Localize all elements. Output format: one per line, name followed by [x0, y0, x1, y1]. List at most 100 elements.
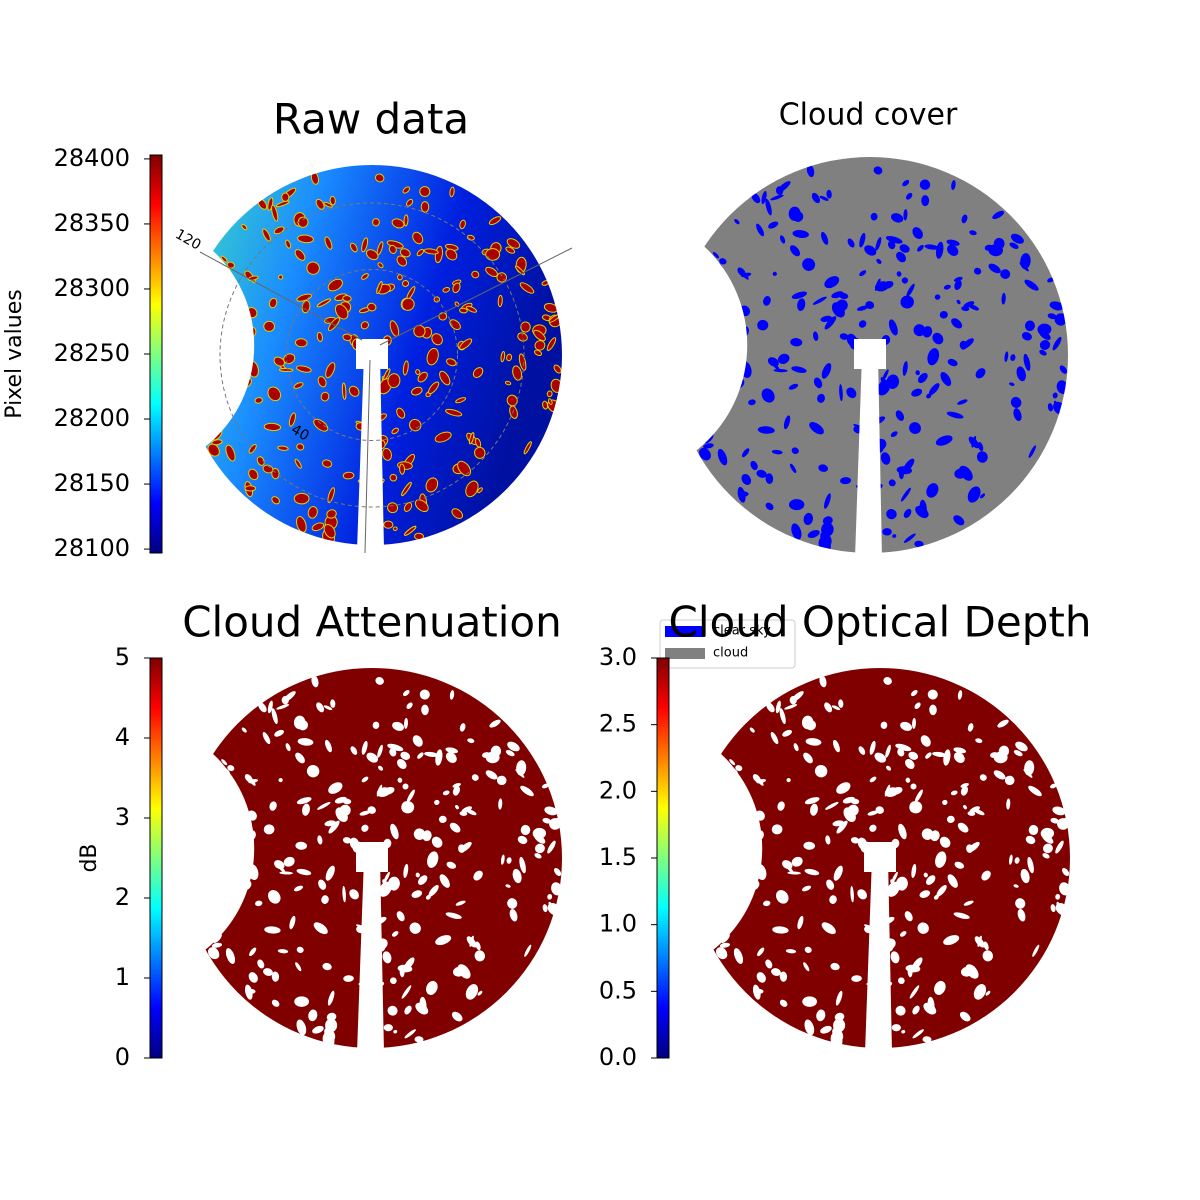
- cloud-patch: [496, 775, 507, 786]
- cloud-patch: [783, 415, 791, 430]
- cloud-patch: [445, 747, 459, 754]
- cloud-patch: [968, 304, 979, 311]
- cloud-patch: [349, 889, 359, 900]
- cloud-patch: [323, 524, 336, 539]
- cloud-patch: [293, 492, 310, 505]
- cloud-patch: [445, 752, 457, 763]
- cloud-patch: [211, 942, 223, 948]
- cloud-patch: [873, 166, 883, 175]
- colorbar: [656, 657, 670, 1059]
- cloud-patch: [809, 421, 824, 435]
- cloud-patch: [372, 721, 380, 729]
- cloud-patch: [421, 704, 429, 716]
- cloud-patch: [910, 801, 923, 814]
- cloud-patch: [221, 759, 228, 766]
- cloud-patch: [515, 769, 525, 778]
- cloud-patch: [719, 942, 731, 948]
- cloud-patch: [856, 305, 869, 311]
- cloud-patch: [853, 425, 864, 434]
- cloud-patch: [719, 258, 727, 265]
- cloud-patch: [1056, 901, 1061, 908]
- cloud-patch: [791, 523, 802, 540]
- cloud-patch: [392, 526, 398, 531]
- cloud-patch: [257, 198, 268, 210]
- cloud-patch: [888, 319, 898, 336]
- cloud-patch: [316, 298, 331, 308]
- cloud-patch: [434, 799, 440, 806]
- cloud-patch: [727, 914, 736, 925]
- cloud-patch: [206, 324, 218, 337]
- cloud-patch: [864, 245, 877, 256]
- cloud-patch: [969, 230, 977, 236]
- cloud-patch: [935, 241, 944, 259]
- cloud-patch: [200, 844, 209, 850]
- cloud-patch: [914, 702, 921, 709]
- cloud-patch: [342, 885, 346, 903]
- cloud-patch: [520, 785, 534, 797]
- cloud-patch: [750, 460, 758, 471]
- cloud-patch: [824, 702, 833, 713]
- cloud-patch: [974, 809, 985, 816]
- cloud-patch: [359, 846, 370, 853]
- cloud-patch: [857, 889, 867, 900]
- cloud-patch: [541, 280, 550, 286]
- cloud-patch: [204, 759, 218, 770]
- cloud-patch: [992, 210, 1005, 220]
- cloud-patch: [313, 922, 328, 935]
- cloud-patch: [947, 244, 959, 256]
- cloud-patch: [387, 876, 400, 891]
- cloud-patch: [367, 922, 376, 933]
- cloud-patch: [445, 408, 463, 417]
- cloud-patch: [185, 299, 199, 311]
- cloud-patch: [459, 338, 473, 350]
- cloud-patch: [361, 237, 369, 253]
- cloud-patch: [956, 299, 961, 305]
- cloud-patch: [900, 721, 912, 731]
- cloud-patch: [902, 361, 908, 376]
- cloud-patch: [741, 272, 752, 278]
- cloud-patch: [210, 853, 220, 863]
- cloud-patch: [248, 468, 259, 481]
- cloud-patch: [485, 770, 498, 780]
- cloud-patch: [898, 823, 907, 840]
- cloud-patch: [1055, 840, 1064, 854]
- cloud-patch: [426, 980, 438, 995]
- cloud-patch: [917, 244, 924, 252]
- cloud-patch: [886, 765, 892, 771]
- cloud-patch: [389, 748, 397, 757]
- cloud-patch: [225, 948, 236, 964]
- cloud-patch: [811, 192, 821, 204]
- cloud-patch: [295, 516, 307, 533]
- cloud-patch: [775, 186, 784, 195]
- cloud-patch: [317, 801, 331, 810]
- cloud-patch: [506, 353, 513, 362]
- cloud-patch: [886, 374, 900, 389]
- cloud-patch: [1010, 233, 1024, 244]
- cloud-patch: [805, 738, 822, 746]
- colorbar-tick-label: 0.5: [599, 976, 637, 1004]
- cloud-patch: [761, 191, 767, 205]
- cloud-patch: [343, 975, 354, 982]
- cloud-patch: [921, 195, 930, 207]
- cloud-patch: [428, 381, 440, 395]
- cloud-patch: [906, 283, 915, 298]
- cloud-patch: [423, 248, 439, 255]
- cloud-patch: [882, 369, 889, 381]
- cloud-patch: [411, 890, 423, 898]
- cloud-patch: [698, 338, 709, 348]
- cloud-patch: [831, 302, 845, 318]
- cloud-patch: [227, 765, 235, 772]
- cloud-patch: [953, 747, 967, 754]
- cloud-patch: [445, 248, 458, 261]
- cloud-patch: [912, 1005, 920, 1015]
- cloud-patch: [389, 473, 398, 482]
- panel: Cloud Optical Depth 0.0 0.5 1.0 1.5 2.0 2.5 3.0: [599, 598, 1092, 1072]
- cloud-patch: [832, 1027, 844, 1041]
- cloud-patch: [908, 751, 919, 760]
- cloud-patch: [804, 797, 820, 805]
- cloud-patch: [325, 362, 336, 379]
- cloud-patch: [761, 388, 775, 403]
- cloud-patch: [465, 305, 478, 313]
- cloud-patch: [263, 320, 275, 332]
- cloud-patch: [699, 447, 711, 461]
